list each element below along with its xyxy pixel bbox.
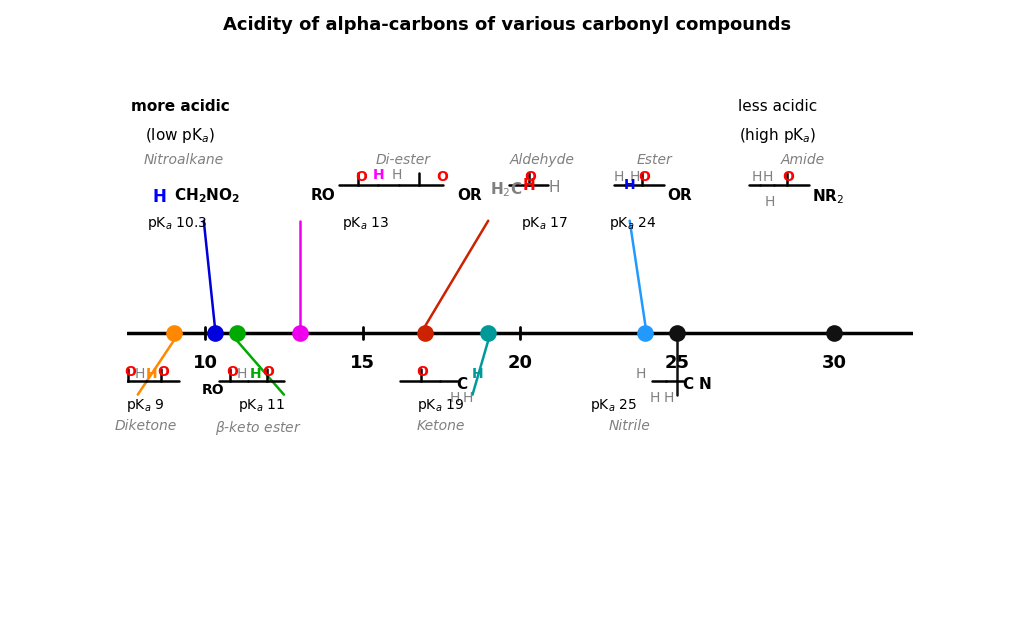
Text: H: H	[153, 188, 166, 205]
Text: N: N	[699, 378, 712, 392]
Text: O: O	[124, 365, 136, 379]
Text: RO: RO	[310, 188, 336, 203]
Text: less acidic: less acidic	[738, 99, 817, 114]
Text: OR: OR	[667, 188, 693, 203]
Text: H$_2$C: H$_2$C	[490, 180, 522, 199]
Text: (high pK$_a$): (high pK$_a$)	[739, 126, 816, 145]
Text: 10: 10	[193, 354, 218, 372]
Text: (low pK$_a$): (low pK$_a$)	[145, 126, 215, 145]
Text: H: H	[462, 391, 473, 405]
Text: O: O	[638, 170, 650, 184]
Text: H: H	[636, 367, 646, 381]
Text: H: H	[549, 180, 560, 195]
Text: H: H	[134, 367, 145, 381]
Text: pK$_a$ 10.3: pK$_a$ 10.3	[147, 215, 207, 232]
Text: Ester: Ester	[637, 153, 672, 167]
Text: more acidic: more acidic	[131, 99, 229, 114]
Text: H: H	[765, 195, 775, 209]
Text: NR$_2$: NR$_2$	[812, 188, 844, 206]
Text: pK$_a$ 13: pK$_a$ 13	[342, 215, 389, 232]
Text: O: O	[524, 170, 536, 184]
Text: OR: OR	[456, 188, 482, 203]
Text: RO: RO	[202, 383, 225, 397]
Text: Ketone: Ketone	[417, 419, 465, 433]
Text: H: H	[624, 178, 636, 192]
Text: C: C	[682, 378, 694, 392]
Text: pK$_a$ 25: pK$_a$ 25	[590, 397, 638, 414]
Text: H: H	[472, 367, 483, 381]
Text: H: H	[751, 170, 763, 184]
Text: O: O	[157, 365, 169, 379]
Text: pK$_a$ 9: pK$_a$ 9	[127, 397, 165, 414]
Text: Aldehyde: Aldehyde	[509, 153, 574, 167]
Text: H: H	[372, 168, 384, 182]
Text: Amide: Amide	[781, 153, 824, 167]
Text: Nitrile: Nitrile	[608, 419, 651, 433]
Text: H: H	[613, 170, 624, 184]
Text: 15: 15	[350, 354, 375, 372]
Text: C: C	[456, 378, 467, 392]
Text: H: H	[630, 170, 640, 184]
Text: H: H	[391, 168, 403, 182]
Text: 30: 30	[821, 354, 847, 372]
Text: O: O	[263, 365, 274, 379]
Text: Di-ester: Di-ester	[376, 153, 431, 167]
Text: H: H	[249, 367, 262, 381]
Text: H: H	[650, 391, 660, 405]
Text: O: O	[783, 170, 794, 184]
Text: pK$_a$ 24: pK$_a$ 24	[609, 215, 657, 232]
Text: pK$_a$ 19: pK$_a$ 19	[418, 397, 464, 414]
Text: H: H	[236, 367, 246, 381]
Text: H: H	[664, 391, 674, 405]
Text: Diketone: Diketone	[115, 419, 176, 433]
Text: H: H	[523, 178, 535, 193]
Text: pK$_a$ 17: pK$_a$ 17	[521, 215, 569, 232]
Text: 20: 20	[507, 354, 532, 372]
Text: 25: 25	[664, 354, 690, 372]
Text: H: H	[146, 367, 158, 381]
Text: $\beta$-keto ester: $\beta$-keto ester	[215, 419, 302, 437]
Text: O: O	[437, 170, 448, 184]
Text: Nitroalkane: Nitroalkane	[143, 153, 223, 167]
Text: H: H	[450, 391, 460, 405]
Text: pK$_a$ 11: pK$_a$ 11	[238, 397, 286, 414]
Text: Acidity of alpha-carbons of various carbonyl compounds: Acidity of alpha-carbons of various carb…	[223, 16, 791, 34]
Text: O: O	[355, 170, 367, 184]
Text: O: O	[226, 365, 238, 379]
Text: $\mathbf{CH_2NO_2}$: $\mathbf{CH_2NO_2}$	[174, 186, 240, 205]
Text: O: O	[417, 365, 428, 379]
Text: H: H	[763, 170, 774, 184]
